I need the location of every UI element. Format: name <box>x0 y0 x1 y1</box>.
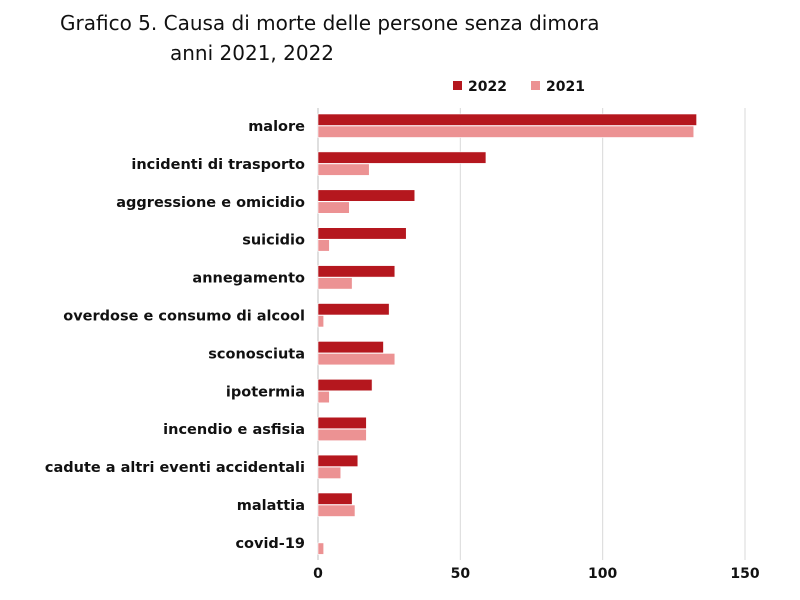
bar-2021 <box>317 315 324 328</box>
x-tick-label: 100 <box>588 566 617 582</box>
bar-2021 <box>317 504 356 517</box>
bar-2021 <box>317 201 350 214</box>
bar-2021 <box>317 239 330 252</box>
bar-2021 <box>317 542 324 555</box>
bar-2022 <box>317 416 367 430</box>
legend-label-2021: 2021 <box>546 79 585 95</box>
bar-2021 <box>317 390 330 404</box>
legend-swatch-2021 <box>531 81 540 90</box>
bar-2022 <box>317 303 390 316</box>
category-label: incidenti di trasporto <box>131 157 305 173</box>
x-tick-label: 150 <box>730 566 759 582</box>
chart-title: Grafico 5. Causa di morte delle persone … <box>60 8 600 68</box>
bar-2022 <box>317 227 407 240</box>
bar-2021 <box>317 428 367 442</box>
bar-2022 <box>317 189 416 202</box>
bar-2021 <box>317 163 370 176</box>
bar-2022 <box>317 265 396 278</box>
category-label: malore <box>248 119 305 135</box>
x-tick-label: 50 <box>451 566 471 582</box>
category-label: cadute a altri eventi accidentali <box>45 460 305 476</box>
chart-title-line2: anni 2021, 2022 <box>170 41 335 65</box>
bar-2022 <box>317 454 359 467</box>
category-label: malattia <box>237 498 305 514</box>
category-label: annegamento <box>192 271 305 287</box>
chart-title-line1: Grafico 5. Causa di morte delle persone … <box>60 11 600 35</box>
legend-label-2022: 2022 <box>468 79 507 95</box>
category-label: sconosciuta <box>208 346 305 362</box>
category-label: incendio e asfisia <box>163 422 305 438</box>
category-label: aggressione e omicidio <box>116 195 305 211</box>
bar-2022 <box>317 113 697 126</box>
category-label: covid-19 <box>235 536 305 552</box>
bar-2022 <box>317 378 373 392</box>
x-tick-label: 0 <box>313 566 323 582</box>
bar-2021 <box>317 466 342 479</box>
legend-swatch-2022 <box>453 81 462 90</box>
bar-2022 <box>317 492 353 505</box>
bar-2021 <box>317 125 695 138</box>
bar-2022 <box>317 151 487 164</box>
category-label: ipotermia <box>226 384 305 400</box>
category-label: suicidio <box>242 233 305 249</box>
bar-2021 <box>317 277 353 290</box>
bar-2022 <box>317 341 384 354</box>
category-label: overdose e consumo di alcool <box>63 309 305 325</box>
bar-2021 <box>317 353 396 366</box>
